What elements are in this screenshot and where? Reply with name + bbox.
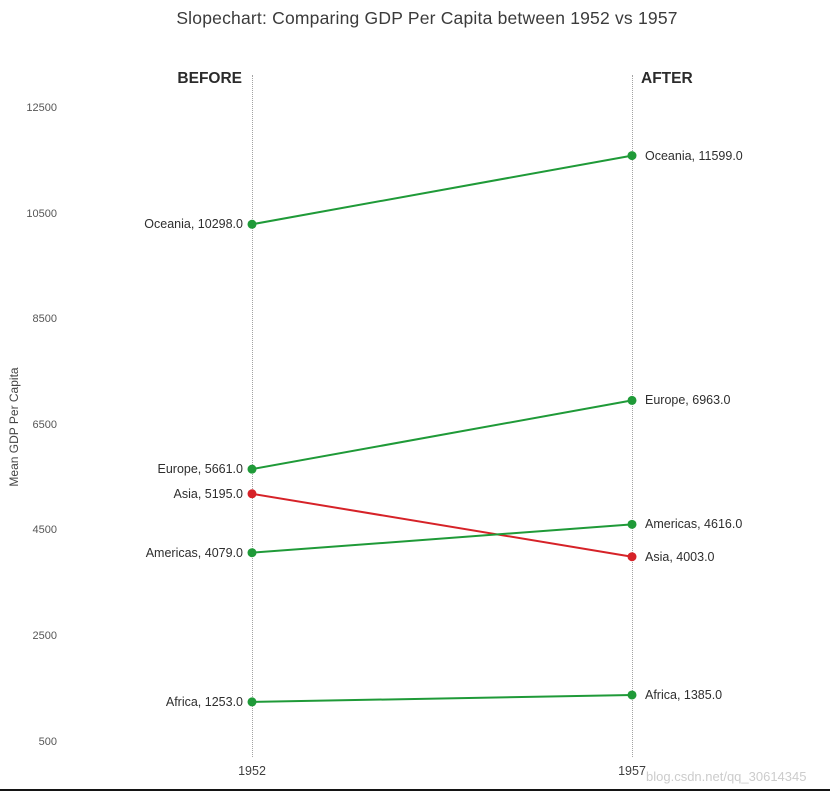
slope-line-europe (251, 399, 633, 471)
chart-title: Slopechart: Comparing GDP Per Capita bet… (176, 8, 678, 28)
bottom-border-line (0, 789, 830, 791)
slope-line-americas (251, 523, 633, 554)
y-tick-label: 2500 (32, 630, 57, 643)
y-tick-label: 6500 (32, 418, 57, 431)
point-label-africa-before: Africa, 1253.0 (165, 694, 243, 709)
point-label-americas-before: Americas, 4079.0 (145, 545, 243, 560)
data-point-americas-before (247, 548, 257, 558)
point-label-europe-before: Europe, 5661.0 (157, 462, 244, 477)
point-label-asia-after: Asia, 4003.0 (645, 549, 715, 564)
data-point-asia-after (627, 552, 637, 562)
x-tick-1952: 1952 (238, 764, 266, 778)
slope-line-asia (251, 492, 633, 558)
data-point-europe-after (627, 395, 637, 405)
before-axis-guide-line (252, 75, 253, 757)
after-column-header: AFTER (641, 70, 693, 87)
data-point-europe-before (247, 464, 257, 474)
y-tick-label: 10500 (26, 207, 57, 220)
slope-line-africa (251, 693, 633, 703)
watermark-text: blog.csdn.net/qq_30614345 (646, 769, 807, 784)
y-tick-label: 12500 (26, 102, 57, 114)
after-axis-guide-line (632, 75, 633, 757)
x-tick-1957: 1957 (618, 764, 646, 778)
y-tick-label: 4500 (32, 524, 57, 537)
data-point-africa-after (627, 690, 637, 700)
y-tick-label: 500 (38, 735, 57, 748)
data-point-americas-after (627, 519, 637, 529)
point-label-americas-after: Americas, 4616.0 (645, 517, 743, 532)
point-label-europe-after: Europe, 6963.0 (645, 393, 731, 408)
point-label-oceania-after: Oceania, 11599.0 (645, 148, 743, 163)
data-point-oceania-after (627, 151, 637, 161)
slope-line-oceania (251, 154, 633, 226)
point-label-oceania-before: Oceania, 10298.0 (144, 217, 243, 232)
data-point-asia-before (247, 489, 257, 499)
y-tick-label: 8500 (32, 313, 57, 326)
before-column-header: BEFORE (177, 70, 242, 87)
point-label-asia-before: Asia, 5195.0 (173, 486, 244, 501)
data-point-africa-before (247, 697, 257, 707)
point-label-africa-after: Africa, 1385.0 (645, 687, 723, 702)
data-point-oceania-before (247, 219, 257, 229)
